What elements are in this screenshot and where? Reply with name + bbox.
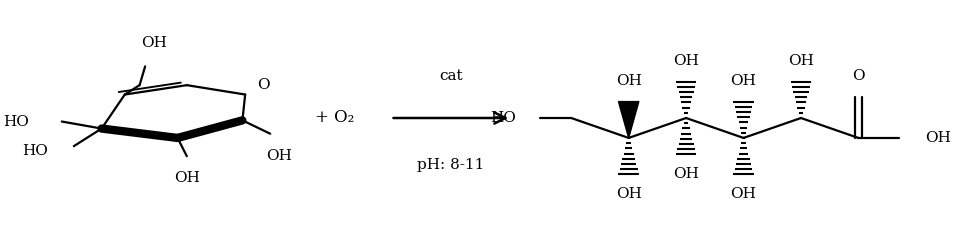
Text: OH: OH — [616, 187, 642, 201]
Text: OH: OH — [731, 74, 756, 88]
Text: cat: cat — [439, 69, 462, 83]
Text: OH: OH — [266, 149, 292, 163]
Text: OH: OH — [141, 36, 167, 50]
Text: + O₂: + O₂ — [315, 110, 354, 126]
Text: OH: OH — [925, 131, 951, 145]
Text: OH: OH — [788, 54, 814, 68]
Text: HO: HO — [4, 114, 30, 129]
Text: OH: OH — [616, 74, 642, 88]
Polygon shape — [619, 101, 639, 138]
Text: OH: OH — [673, 167, 699, 181]
Text: HO: HO — [22, 144, 48, 158]
Text: OH: OH — [673, 54, 699, 68]
Text: pH: 8-11: pH: 8-11 — [417, 158, 484, 172]
Text: O: O — [258, 78, 270, 92]
Text: HO: HO — [490, 111, 516, 125]
Text: OH: OH — [731, 187, 756, 201]
Text: O: O — [852, 69, 864, 83]
Text: OH: OH — [174, 171, 200, 185]
